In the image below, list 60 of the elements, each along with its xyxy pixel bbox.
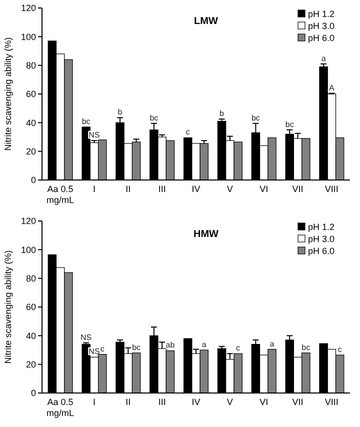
- y-tick-label: 40: [26, 118, 36, 128]
- data-label: c: [186, 128, 190, 137]
- legend-label: pH 1.2: [308, 9, 335, 19]
- x-tick-label: III: [158, 184, 166, 194]
- y-tick-label: 120: [20, 3, 36, 14]
- x-tick-label: II: [126, 184, 131, 194]
- y-tick-label: 60: [26, 302, 36, 312]
- x-tick-label: VII: [292, 397, 304, 407]
- legend-label: pH 1.2: [308, 222, 335, 232]
- x-tick-label: V: [226, 397, 233, 407]
- text: LMW: [194, 16, 218, 27]
- data-label: A: [329, 83, 336, 92]
- data-label: b: [118, 108, 123, 117]
- data-label: c: [236, 344, 240, 353]
- x-tick-label: Aa 0.5 mg/mL: [46, 397, 74, 418]
- y-tick-label: 60: [26, 89, 36, 100]
- y-tick-label: 100: [20, 244, 36, 255]
- data-label: a: [270, 339, 275, 348]
- data-label: a: [202, 340, 207, 349]
- x-tick-label: IV: [192, 397, 200, 407]
- y-axis-title: Nitrite scavenging ability (%): [3, 37, 13, 151]
- legend-label: pH 6.0: [308, 246, 335, 256]
- data-label: c: [100, 344, 104, 354]
- y-tick-label: 0: [30, 175, 36, 186]
- data-label: ab: [166, 340, 176, 350]
- x-tick-label: II: [126, 397, 131, 407]
- data-label: bc: [285, 120, 294, 129]
- legend-label: pH 3.0: [308, 234, 335, 244]
- y-tick-label: 20: [26, 359, 36, 370]
- data-label: a: [321, 54, 326, 63]
- x-tick-label: V: [226, 184, 233, 194]
- x-tick-label: VI: [260, 184, 268, 194]
- x-tick-label: VI: [260, 397, 268, 407]
- x-tick-label: I: [92, 397, 96, 407]
- y-tick-label: 80: [26, 60, 36, 70]
- legend-label: pH 3.0: [308, 21, 335, 31]
- data-label: b: [220, 109, 225, 118]
- data-label: bc: [150, 113, 158, 122]
- x-tick-label: III: [158, 397, 166, 407]
- data-label: c: [338, 345, 342, 354]
- y-tick-label: 120: [20, 216, 36, 226]
- y-tick-label: 20: [26, 146, 36, 156]
- data-label: bc: [302, 342, 310, 352]
- data-label: bc: [132, 342, 141, 352]
- x-tick-label: VIII: [324, 184, 338, 194]
- x-tick-label: VIII: [324, 397, 338, 407]
- x-tick-label: I: [92, 184, 96, 194]
- x-tick-label: VII: [292, 184, 304, 194]
- data-label: bc: [251, 113, 260, 122]
- y-tick-label: 100: [20, 32, 36, 42]
- y-tick-label: 80: [26, 273, 36, 284]
- y-tick-label: 0: [30, 388, 36, 398]
- y-tick-label: 40: [26, 330, 36, 341]
- data-label: NS: [80, 332, 92, 342]
- data-label: bc: [82, 116, 90, 126]
- x-tick-label: IV: [192, 184, 200, 194]
- x-tick-label: Aa 0.5 mg/mL: [46, 184, 74, 205]
- y-axis-title: Nitrite scavenging ability (%): [3, 250, 13, 364]
- legend-label: pH 6.0: [308, 33, 335, 43]
- text: HMW: [194, 229, 220, 240]
